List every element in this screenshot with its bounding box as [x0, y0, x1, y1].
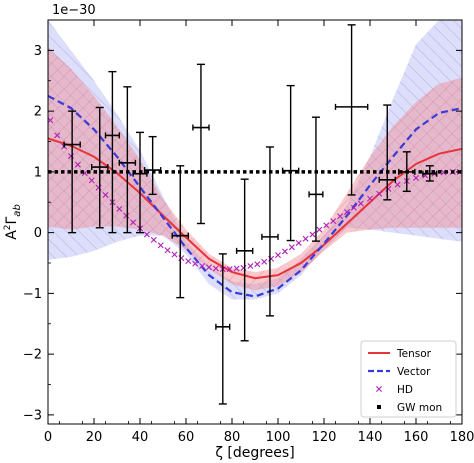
y-tick-label: 1: [34, 165, 42, 180]
legend-item-gw-mon: GW mon: [377, 402, 442, 414]
y-tick-label: 2: [34, 105, 42, 120]
hd-marker: [164, 247, 171, 254]
x-tick-label: 120: [312, 430, 337, 445]
data-point: [104, 70, 121, 234]
y-axis-label: A2Γab: [3, 204, 23, 240]
data-point: [281, 84, 300, 242]
hd-marker: [330, 218, 337, 225]
hd-marker: [288, 244, 295, 251]
tensor-line: [48, 137, 462, 280]
y-axis-ticks: −3 −2 −1 0 1 2 3: [23, 44, 462, 423]
hd-marker: [54, 132, 61, 139]
hd-marker: [337, 213, 344, 220]
legend-label: Vector: [397, 366, 431, 378]
hd-marker: [88, 177, 95, 184]
hd-marker: [275, 252, 281, 259]
y-tick-label: 3: [34, 44, 42, 59]
data-points-with-errors: [63, 24, 438, 405]
hd-marker: [199, 263, 206, 270]
y-tick-label: −1: [23, 287, 42, 302]
legend-item-hd: HD: [376, 384, 413, 396]
hd-marker: [192, 260, 199, 267]
x-tick-label: 140: [358, 430, 383, 445]
x-tick-label: 100: [266, 430, 291, 445]
hd-marker: [394, 181, 401, 188]
hd-marker: [357, 200, 364, 207]
hd-marker: [281, 248, 288, 255]
legend-swatch: [376, 386, 382, 392]
x-tick-label: 80: [224, 430, 241, 445]
x-tick-label: 40: [132, 430, 149, 445]
hd-marker: [226, 266, 233, 273]
confidence-bands: [48, 20, 462, 300]
y-exponent-label: 1e−30: [52, 3, 96, 18]
legend-label: HD: [397, 384, 413, 396]
legend-label: Tensor: [396, 348, 432, 360]
data-point: [192, 63, 210, 225]
legend: Tensor Vector HD GW mon: [360, 340, 457, 418]
legend-item-vector: Vector: [368, 366, 431, 378]
hd-marker: [206, 264, 212, 271]
x-tick-label: 160: [404, 430, 429, 445]
hd-marker: [233, 265, 240, 272]
legend-box: [360, 340, 457, 418]
data-point: [334, 24, 369, 196]
hd-marker: [150, 236, 157, 243]
hd-marker: [323, 222, 330, 229]
data-point: [215, 253, 231, 405]
hd-marker: [344, 208, 350, 215]
data-point: [422, 165, 438, 182]
data-point: [171, 165, 190, 299]
hd-marker: [48, 117, 54, 124]
hd-marker: [102, 191, 109, 198]
x-tick-label: 180: [450, 430, 474, 445]
hd-marker: [302, 235, 309, 242]
legend-swatch: [377, 405, 381, 409]
hd-marker: [74, 161, 81, 168]
legend-item-tensor: Tensor: [368, 348, 432, 360]
hd-marker: [413, 174, 419, 181]
vector-line: [48, 94, 462, 298]
hd-marker: [367, 195, 373, 202]
legend-label: GW mon: [397, 402, 442, 414]
hd-marker: [350, 204, 357, 211]
x-tick-label: 20: [86, 430, 103, 445]
hd-marker: [254, 261, 261, 268]
hd-marker: [171, 251, 178, 258]
x-axis-ticks: 0 20 40 60 80 100 120 140 160 180: [44, 20, 474, 445]
data-point: [132, 131, 148, 234]
hd-marker: [143, 231, 150, 238]
tensor-band-hatch: [48, 47, 462, 291]
hd-marker: [309, 231, 316, 238]
data-point: [308, 116, 324, 242]
y-tick-label: −3: [23, 408, 42, 423]
hd-marker: [212, 265, 219, 272]
plot-frame: [47, 19, 463, 425]
hd-marker: [295, 239, 302, 246]
data-point: [143, 135, 162, 196]
hd-marker: [185, 258, 192, 265]
data-point: [90, 106, 109, 229]
hd-marker: [247, 263, 254, 270]
data-point: [63, 110, 81, 234]
hd-marker: [157, 242, 164, 249]
hd-marker: [130, 219, 137, 226]
hd-marker: [116, 205, 123, 212]
data-point: [235, 178, 254, 342]
hd-marker: [261, 258, 268, 265]
hd-marker: [376, 190, 383, 197]
data-point: [378, 104, 396, 201]
y-tick-label: 0: [34, 226, 42, 241]
x-axis-label: ζ [degrees]: [215, 445, 294, 461]
data-point: [118, 86, 137, 234]
y-tick-label: −2: [23, 348, 42, 363]
data-point: [261, 146, 279, 317]
x-tick-label: 0: [44, 430, 52, 445]
data-point: [398, 151, 416, 193]
x-tick-label: 60: [178, 430, 195, 445]
hd-marker: [316, 226, 323, 233]
